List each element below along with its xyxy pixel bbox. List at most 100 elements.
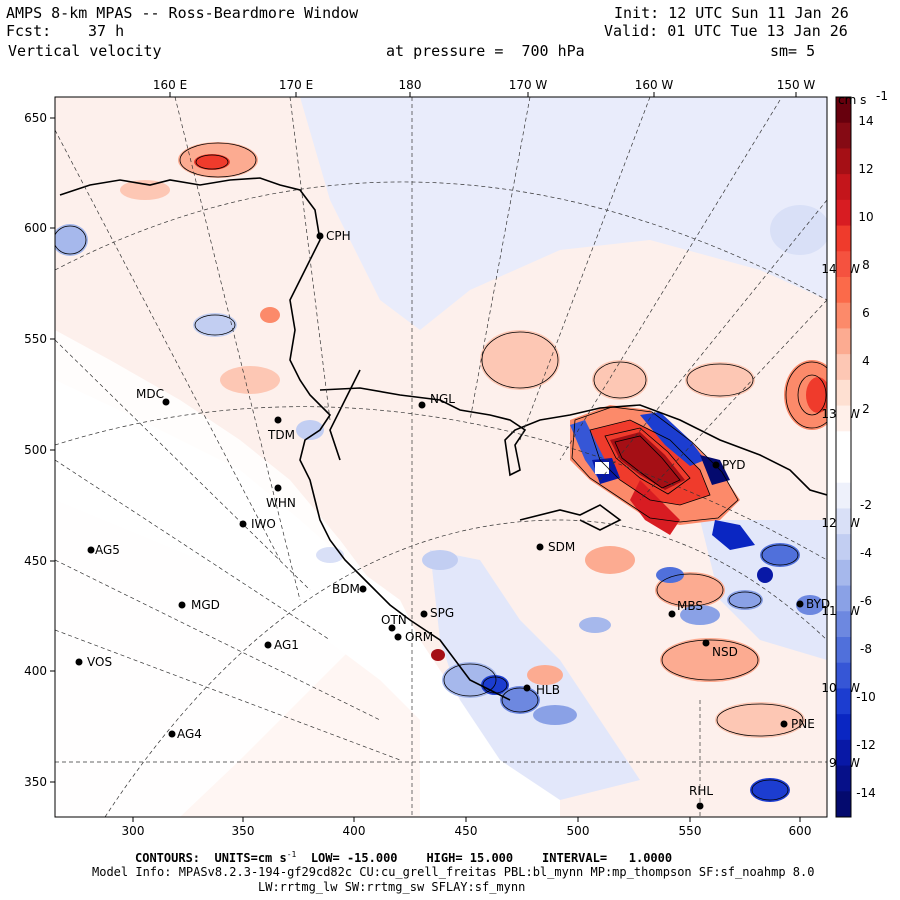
station-nsd: NSD	[702, 639, 738, 659]
station-ag5: AG5	[87, 543, 120, 557]
svg-text:SPG: SPG	[430, 606, 454, 620]
y-tick-label: 550	[24, 332, 47, 346]
svg-text:NGL: NGL	[430, 392, 455, 406]
map-title: AMPS 8-km MPAS -- Ross-Beardmore Window	[6, 4, 359, 22]
colorbar-segment	[836, 688, 851, 715]
station-pyd: PYD	[712, 458, 746, 472]
lon-label: 160 E	[153, 78, 187, 92]
model-info: Model Info: MPASv8.2.3-194-gf29cd82c CU:…	[92, 865, 815, 879]
station-byd: BYD	[796, 597, 830, 611]
station-mbs: MBS	[668, 599, 703, 618]
colorbar-segment	[836, 457, 851, 484]
contours-units: UNITS=cm s	[214, 851, 287, 865]
svg-text:BDM: BDM	[332, 582, 360, 596]
contours-high: HIGH= 15.000	[426, 851, 514, 865]
colorbar-segment	[836, 199, 851, 227]
colorbar-segment	[836, 637, 851, 664]
colorbar-segment	[836, 97, 851, 124]
x-tick-label: 300	[122, 824, 145, 838]
y-tick-label: 600	[24, 221, 47, 235]
station-cph: CPH	[316, 229, 351, 243]
contours-low: LOW= -15.000	[310, 851, 398, 865]
svg-text:HLB: HLB	[536, 683, 560, 697]
svg-text:TDM: TDM	[267, 428, 295, 442]
y-tick-label: 500	[24, 443, 47, 457]
colorbar-tick-label: 6	[862, 306, 870, 320]
colorbar-tick-label: 14	[858, 114, 873, 128]
colorbar-tick-label: -14	[856, 786, 876, 800]
svg-text:AG4: AG4	[177, 727, 202, 741]
x-tick-label: 400	[343, 824, 366, 838]
svg-text:CPH: CPH	[326, 229, 351, 243]
colorbar-tick-label: -4	[860, 546, 872, 560]
station-hlb: HLB	[523, 683, 560, 697]
station-bdm: BDM	[332, 582, 367, 596]
station-vos: VOS	[75, 655, 112, 669]
colorbar-tick-label: -6	[860, 594, 872, 608]
colorbar-segment	[836, 765, 851, 792]
colorbar-segment	[836, 405, 851, 432]
lon-label: 150 W	[777, 78, 816, 92]
station-rhl: RHL	[689, 784, 713, 810]
station-otn: OTN	[381, 613, 407, 632]
svg-text:SDM: SDM	[548, 540, 575, 554]
colorbar-tick-label: 4	[862, 354, 870, 368]
svg-text:IWO: IWO	[251, 517, 276, 531]
field-name: Vertical velocity	[8, 42, 162, 60]
colorbar-segment	[836, 251, 851, 278]
physics-info: LW:rrtmg_lw SW:rrtmg_sw SFLAY:sf_mynn	[258, 880, 526, 894]
colorbar-segment	[836, 739, 851, 767]
colorbar-segment	[836, 122, 851, 149]
colorbar-units-exponent: -1	[876, 89, 888, 103]
colorbar-segment	[836, 662, 851, 689]
lon-label: 160 W	[635, 78, 674, 92]
contours-interval: INTERVAL= 1.0000	[542, 851, 673, 865]
colorbar-tick-label: 2	[862, 402, 870, 416]
x-tick-label: 350	[232, 824, 255, 838]
svg-text:ORM: ORM	[405, 630, 433, 644]
station-tdm: TDM	[267, 416, 295, 442]
lon-label: 180	[399, 78, 422, 92]
color-bar	[836, 97, 851, 818]
svg-text:NSD: NSD	[712, 645, 738, 659]
forecast-hour: 37 h	[88, 22, 125, 40]
y-tick-label: 650	[24, 111, 47, 125]
colorbar-tick-label: 10	[858, 210, 873, 224]
colorbar-segment	[836, 559, 851, 587]
graticule	[55, 97, 827, 817]
contours-label: CONTOURS:	[135, 851, 201, 865]
station-mgd: MGD	[178, 598, 220, 612]
svg-text:PNE: PNE	[791, 717, 815, 731]
svg-text:WHN: WHN	[266, 496, 296, 510]
colorbar-tick-label: -10	[856, 690, 876, 704]
svg-text:AG5: AG5	[95, 543, 120, 557]
colorbar-segment	[836, 277, 851, 304]
x-tick-label: 550	[679, 824, 702, 838]
colorbar-segment	[836, 328, 851, 355]
smoothing-level: sm= 5	[770, 42, 816, 60]
station-sdm: SDM	[536, 540, 575, 554]
colorbar-tick-label: -12	[856, 738, 876, 752]
station-pne: PNE	[780, 717, 815, 731]
x-tick-label: 500	[567, 824, 590, 838]
svg-text:RHL: RHL	[689, 784, 713, 798]
colorbar-segment	[836, 225, 851, 252]
colorbar-segment	[836, 302, 851, 329]
init-time: Init: 12 UTC Sun 11 Jan 26	[614, 4, 849, 22]
colorbar-tick-label: 12	[858, 162, 873, 176]
svg-text:MGD: MGD	[191, 598, 220, 612]
svg-text:OTN: OTN	[381, 613, 407, 627]
y-tick-label: 350	[24, 775, 47, 789]
colorbar-segment	[836, 148, 851, 175]
y-tick-label: 400	[24, 664, 47, 678]
lon-label: 170 W	[509, 78, 548, 92]
svg-text:MDC: MDC	[136, 387, 164, 401]
contour-lines	[55, 142, 827, 801]
colorbar-tick-label: -8	[860, 642, 872, 656]
station-spg: SPG	[420, 606, 454, 620]
colorbar-segment	[836, 508, 851, 535]
station-layer: CPH MDC TDM NGL WHN IWO AG5 SDM BDM MGD …	[75, 229, 830, 810]
footer-contours: CONTOURS: UNITS=cm s-1 LOW= -15.000 HIGH…	[135, 850, 672, 865]
station-orm: ORM	[394, 630, 433, 644]
